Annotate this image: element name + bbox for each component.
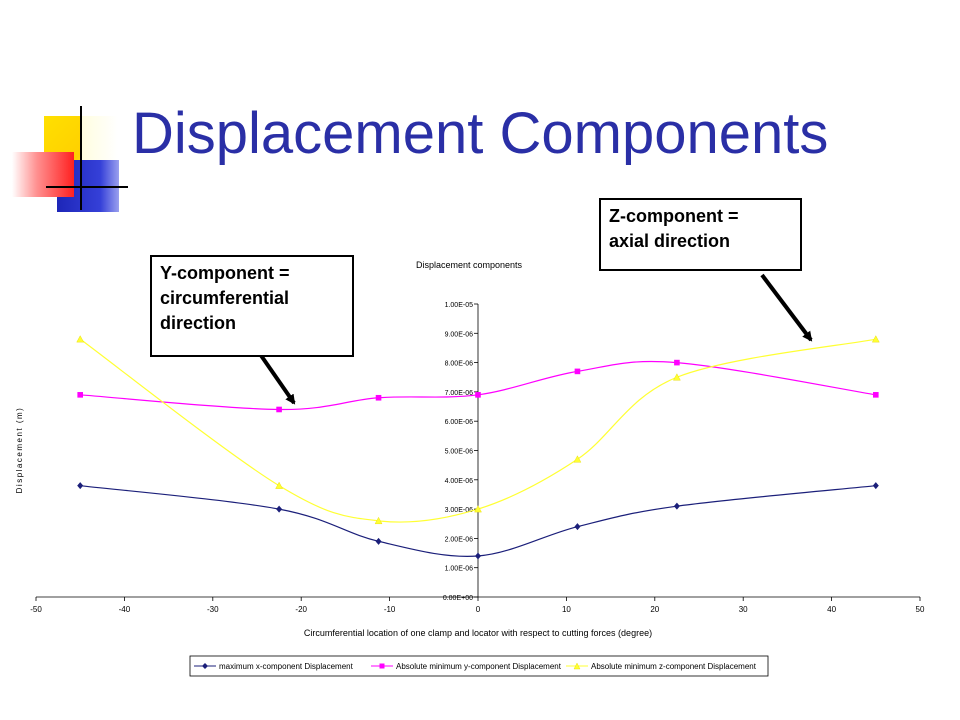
legend-item-z: Absolute minimum z-component Displacemen…	[566, 662, 757, 671]
data-point-z	[76, 335, 85, 343]
data-point-x	[872, 482, 879, 490]
deco-white-rect	[82, 116, 118, 160]
y-tick-label: 4.00E-06	[445, 478, 474, 485]
x-tick-label: 50	[916, 605, 925, 614]
x-tick-label: 20	[650, 605, 659, 614]
y-tick-label: 1.00E-06	[445, 566, 474, 573]
deco-red-square	[12, 152, 74, 197]
callout-y-component: Y-component = circumferential direction	[150, 255, 354, 357]
callout-y-line-1: Y-component =	[160, 263, 290, 283]
callout-y-line-3: direction	[160, 313, 237, 333]
x-tick-label: -40	[119, 605, 131, 614]
y-tick-label: 9.00E-06	[445, 331, 474, 338]
callout-z-component: Z-component = axial direction	[599, 198, 802, 271]
deco-vertical-line	[80, 106, 82, 210]
data-point-y	[375, 394, 382, 401]
y-tick-label: 2.00E-06	[445, 536, 474, 543]
y-tick-label: 8.00E-06	[445, 361, 474, 368]
data-point-y	[276, 406, 282, 413]
legend-swatch-x	[202, 663, 208, 669]
legend-item-x: maximum x-component Displacement	[194, 662, 354, 671]
data-point-z	[374, 516, 383, 525]
chart-axes	[35, 303, 921, 601]
x-tick-label: 0	[476, 605, 481, 614]
y-tick-label: 6.00E-06	[445, 419, 474, 426]
slide-title: Displacement Components	[132, 101, 829, 166]
callout-arrow-y	[258, 352, 296, 405]
deco-horizontal-line	[46, 186, 128, 188]
legend-swatch-z	[573, 662, 581, 670]
chart-title: Displacement components	[416, 260, 523, 270]
callout-z-line-2: axial direction	[609, 231, 731, 251]
callout-z-line-1: Z-component =	[609, 206, 739, 226]
x-tick-label: -50	[30, 605, 42, 614]
callout-y-line-2: circumferential	[160, 288, 290, 308]
data-point-x	[375, 537, 382, 545]
legend-label-y: Absolute minimum y-component Displacemen…	[396, 662, 562, 671]
y-tick-label: 7.00E-06	[445, 390, 474, 397]
data-point-z	[573, 455, 582, 463]
x-tick-label: 40	[827, 605, 836, 614]
data-point-z	[673, 373, 681, 381]
y-tick-label: 3.00E-06	[445, 507, 474, 514]
x-tick-label: -20	[295, 605, 307, 614]
data-point-z	[275, 481, 283, 489]
data-point-x	[276, 505, 283, 513]
y-tick-label: 1.00E-05	[445, 302, 474, 309]
legend-swatch-y	[379, 663, 385, 669]
x-axis-label: Circumferential location of one clamp an…	[304, 628, 652, 638]
data-point-x	[475, 552, 481, 560]
data-point-x	[77, 482, 84, 490]
chart-tick-labels: -50 -40 -30 -20 -10 0 10 20 30 40 50 0.00E+00 1.00E-…	[30, 302, 925, 614]
legend: maximum x-component Displacement Absolut…	[189, 655, 769, 677]
data-point-z	[474, 505, 482, 513]
x-tick-label: 30	[739, 605, 748, 614]
x-tick-label: 10	[562, 605, 571, 614]
data-point-y	[574, 368, 581, 375]
data-point-y	[475, 392, 481, 398]
y-tick-label: 0.00E+00	[443, 595, 473, 602]
x-tick-label: -30	[207, 605, 219, 614]
legend-item-y: Absolute minimum y-component Displacemen…	[371, 662, 562, 671]
x-tick-label: -10	[384, 605, 396, 614]
legend-label-x: maximum x-component Displacement	[219, 662, 354, 671]
data-point-y	[873, 392, 879, 398]
data-point-y	[674, 359, 680, 366]
callout-arrow-z	[760, 273, 813, 342]
y-axis-label: Displacement (m)	[15, 407, 24, 494]
legend-label-z: Absolute minimum z-component Displacemen…	[591, 662, 757, 671]
data-point-x	[574, 523, 581, 531]
y-tick-label: 5.00E-06	[445, 449, 474, 456]
legend-box	[189, 655, 769, 677]
data-point-x	[673, 502, 680, 510]
data-point-z	[871, 335, 880, 343]
series-markers	[76, 335, 880, 560]
data-point-y	[77, 392, 83, 398]
